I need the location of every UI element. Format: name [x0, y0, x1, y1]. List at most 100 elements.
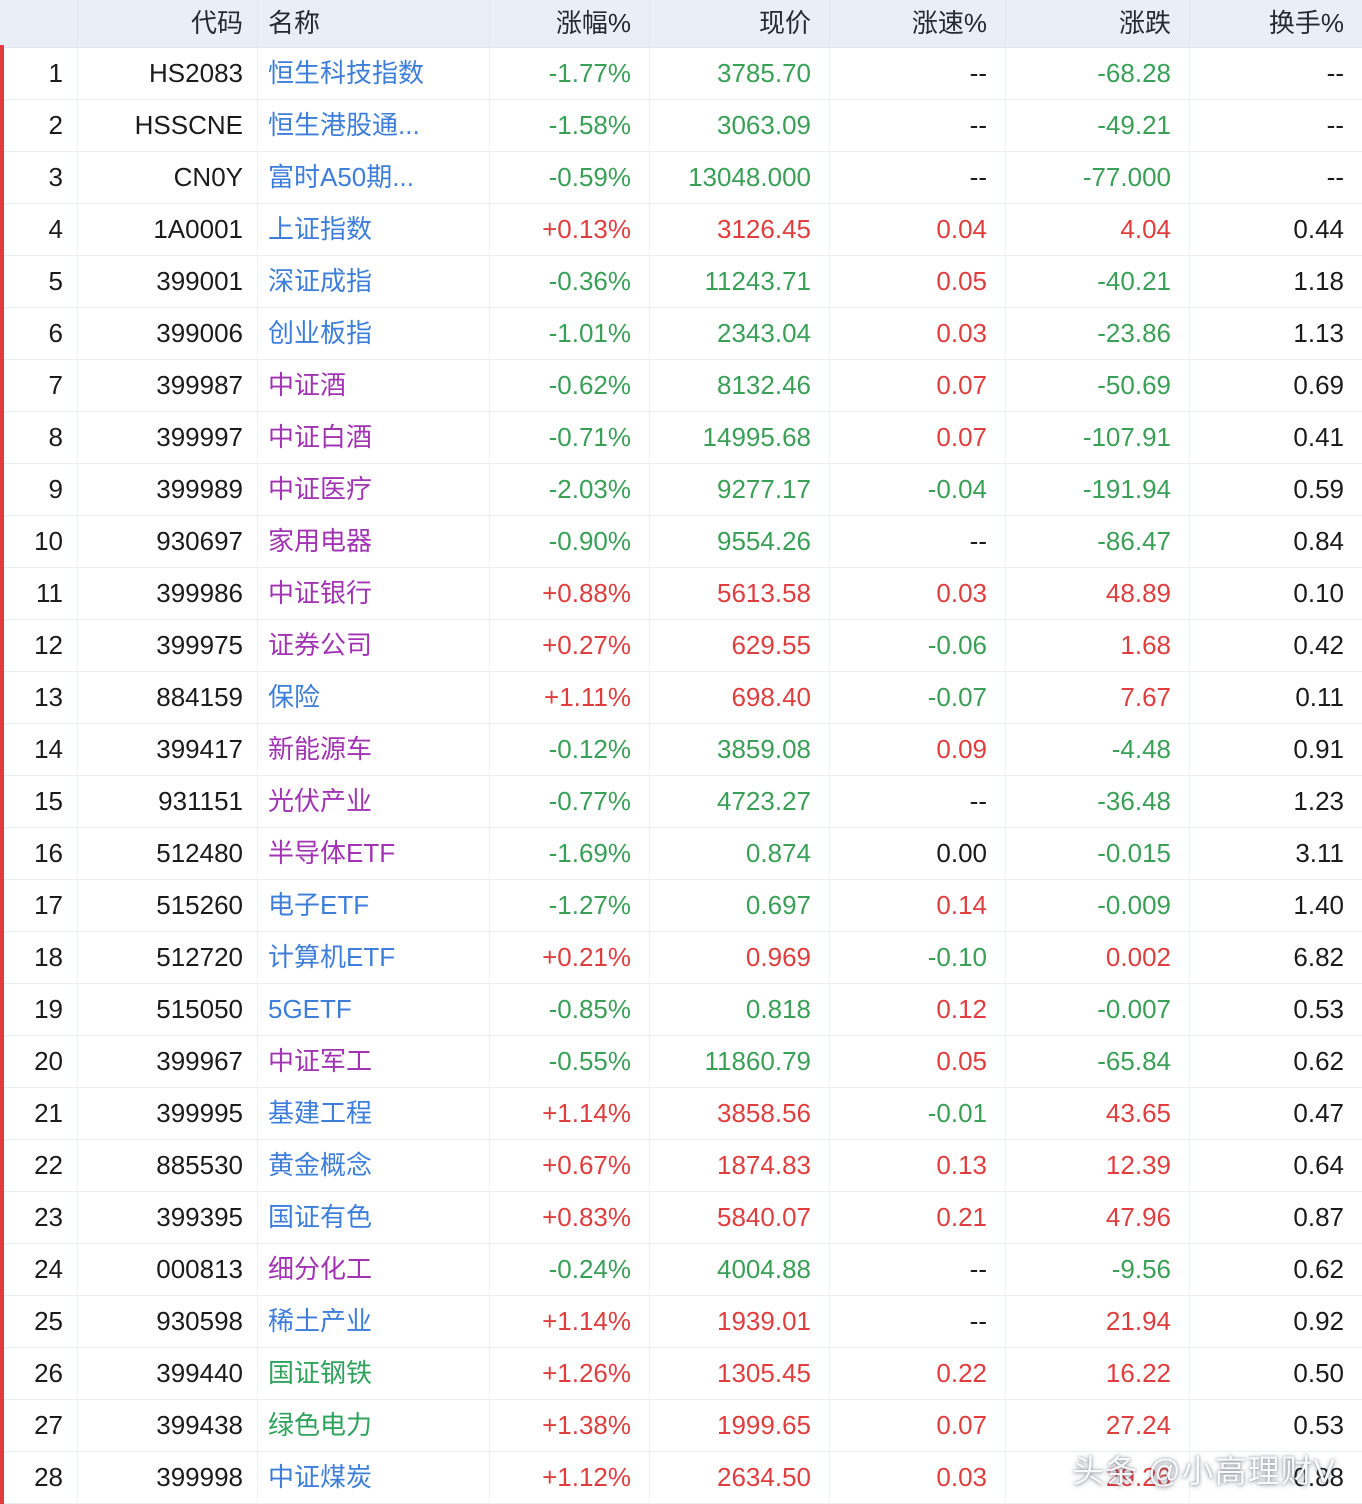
- cell-name[interactable]: 5GETF: [258, 984, 490, 1035]
- table-row[interactable]: 3 CN0Y 富时A50期... -0.59% 13048.000 -- -77.000 --: [0, 152, 1362, 204]
- cell-name[interactable]: 基建工程: [258, 1088, 490, 1139]
- cell-idx: 21: [0, 1088, 78, 1139]
- cell-spd: 0.05: [830, 256, 1006, 307]
- table-row[interactable]: 15 931151 光伏产业 -0.77% 4723.27 -- -36.48 1.23: [0, 776, 1362, 828]
- cell-chg: 43.65: [1006, 1088, 1190, 1139]
- cell-spd: 0.22: [830, 1348, 1006, 1399]
- cell-code: 515260: [78, 880, 258, 931]
- cell-code: 399998: [78, 1452, 258, 1503]
- table-row[interactable]: 8 399997 中证白酒 -0.71% 14995.68 0.07 -107.91 0.41: [0, 412, 1362, 464]
- cell-name[interactable]: 电子ETF: [258, 880, 490, 931]
- header-name[interactable]: 名称: [258, 0, 490, 47]
- cell-spd: 0.13: [830, 1140, 1006, 1191]
- cell-spd: --: [830, 48, 1006, 99]
- cell-price: 3126.45: [650, 204, 830, 255]
- cell-pct: +0.83%: [490, 1192, 650, 1243]
- cell-name[interactable]: 证券公司: [258, 620, 490, 671]
- table-row[interactable]: 27 399438 绿色电力 +1.38% 1999.65 0.07 27.24 0.53: [0, 1400, 1362, 1452]
- cell-spd: 0.05: [830, 1036, 1006, 1087]
- table-row[interactable]: 22 885530 黄金概念 +0.67% 1874.83 0.13 12.39 0.64: [0, 1140, 1362, 1192]
- table-row[interactable]: 18 512720 计算机ETF +0.21% 0.969 -0.10 0.002 6.82: [0, 932, 1362, 984]
- table-row[interactable]: 13 884159 保险 +1.11% 698.40 -0.07 7.67 0.11: [0, 672, 1362, 724]
- cell-spd: 0.04: [830, 204, 1006, 255]
- cell-to: 0.59: [1293, 474, 1344, 504]
- table-row[interactable]: 2 HSSCNE 恒生港股通... -1.58% 3063.09 -- -49.21 --: [0, 100, 1362, 152]
- cell-name[interactable]: 中证酒: [258, 360, 490, 411]
- cell-name[interactable]: 黄金概念: [258, 1140, 490, 1191]
- cell-idx: 22: [0, 1140, 78, 1191]
- cell-name[interactable]: 细分化工: [258, 1244, 490, 1295]
- table-row[interactable]: 28 399998 中证煤炭 +1.12% 2634.50 0.03 29.26 0.88: [0, 1452, 1362, 1504]
- table-row[interactable]: 17 515260 电子ETF -1.27% 0.697 0.14 -0.009 1.40: [0, 880, 1362, 932]
- cell-to: 0.50: [1293, 1358, 1344, 1388]
- cell-name[interactable]: 上证指数: [258, 204, 490, 255]
- cell-chg: -4.48: [1006, 724, 1190, 775]
- table-row[interactable]: 9 399989 中证医疗 -2.03% 9277.17 -0.04 -191.94 0.59: [0, 464, 1362, 516]
- cell-chg: 12.39: [1006, 1140, 1190, 1191]
- cell-chg: -40.21: [1006, 256, 1190, 307]
- cell-name[interactable]: 中证医疗: [258, 464, 490, 515]
- cell-price: 11860.79: [650, 1036, 830, 1087]
- cell-name[interactable]: 光伏产业: [258, 776, 490, 827]
- cell-idx: 25: [0, 1296, 78, 1347]
- cell-name[interactable]: 中证银行: [258, 568, 490, 619]
- cell-name[interactable]: 保险: [258, 672, 490, 723]
- table-row[interactable]: 6 399006 创业板指 -1.01% 2343.04 0.03 -23.86 1.13: [0, 308, 1362, 360]
- header-pct[interactable]: 涨幅%: [490, 0, 650, 47]
- table-row[interactable]: 4 1A0001 上证指数 +0.13% 3126.45 0.04 4.04 0.44: [0, 204, 1362, 256]
- table-row[interactable]: 23 399395 国证有色 +0.83% 5840.07 0.21 47.96 0.87: [0, 1192, 1362, 1244]
- cell-name[interactable]: 恒生科技指数: [258, 48, 490, 99]
- cell-pct: -2.03%: [490, 464, 650, 515]
- cell-price: 3785.70: [650, 48, 830, 99]
- cell-name[interactable]: 国证钢铁: [258, 1348, 490, 1399]
- cell-name[interactable]: 中证煤炭: [258, 1452, 490, 1503]
- table-row[interactable]: 24 000813 细分化工 -0.24% 4004.88 -- -9.56 0.62: [0, 1244, 1362, 1296]
- cell-name[interactable]: 新能源车: [258, 724, 490, 775]
- table-row[interactable]: 25 930598 稀土产业 +1.14% 1939.01 -- 21.94 0.92: [0, 1296, 1362, 1348]
- header-code[interactable]: 代码: [78, 0, 258, 47]
- cell-spd: --: [830, 1244, 1006, 1295]
- cell-chg: -86.47: [1006, 516, 1190, 567]
- table-row[interactable]: 20 399967 中证军工 -0.55% 11860.79 0.05 -65.84 0.62: [0, 1036, 1362, 1088]
- cell-name[interactable]: 绿色电力: [258, 1400, 490, 1451]
- cell-name[interactable]: 半导体ETF: [258, 828, 490, 879]
- header-chg[interactable]: 涨跌: [1006, 0, 1190, 47]
- header-spd[interactable]: 涨速%: [830, 0, 1006, 47]
- cell-name[interactable]: 恒生港股通...: [258, 100, 490, 151]
- table-row[interactable]: 12 399975 证券公司 +0.27% 629.55 -0.06 1.68 0.42: [0, 620, 1362, 672]
- cell-name[interactable]: 中证军工: [258, 1036, 490, 1087]
- table-row[interactable]: 11 399986 中证银行 +0.88% 5613.58 0.03 48.89 0.10: [0, 568, 1362, 620]
- header-to[interactable]: 换手%: [1268, 8, 1344, 38]
- cell-pct: +1.26%: [490, 1348, 650, 1399]
- cell-idx: 26: [0, 1348, 78, 1399]
- cell-name[interactable]: 国证有色: [258, 1192, 490, 1243]
- table-row[interactable]: 26 399440 国证钢铁 +1.26% 1305.45 0.22 16.22 0.50: [0, 1348, 1362, 1400]
- cell-pct: -0.90%: [490, 516, 650, 567]
- cell-price: 3859.08: [650, 724, 830, 775]
- table-row[interactable]: 21 399995 基建工程 +1.14% 3858.56 -0.01 43.65 0.47: [0, 1088, 1362, 1140]
- cell-name[interactable]: 富时A50期...: [258, 152, 490, 203]
- watermark: 头条 @小高理财V: [1072, 1453, 1336, 1489]
- cell-name[interactable]: 计算机ETF: [258, 932, 490, 983]
- table-row[interactable]: 7 399987 中证酒 -0.62% 8132.46 0.07 -50.69 0.69: [0, 360, 1362, 412]
- table-row[interactable]: 14 399417 新能源车 -0.12% 3859.08 0.09 -4.48 0.91: [0, 724, 1362, 776]
- cell-to: 0.42: [1293, 630, 1344, 660]
- cell-chg: 0.002: [1006, 932, 1190, 983]
- cell-name[interactable]: 深证成指: [258, 256, 490, 307]
- table-row[interactable]: 10 930697 家用电器 -0.90% 9554.26 -- -86.47 0.84: [0, 516, 1362, 568]
- cell-chg: -77.000: [1006, 152, 1190, 203]
- cell-pct: -0.24%: [490, 1244, 650, 1295]
- cell-chg: -49.21: [1006, 100, 1190, 151]
- cell-name[interactable]: 创业板指: [258, 308, 490, 359]
- cell-name[interactable]: 家用电器: [258, 516, 490, 567]
- header-idx[interactable]: [0, 0, 78, 47]
- table-row[interactable]: 19 515050 5GETF -0.85% 0.818 0.12 -0.007 0.53: [0, 984, 1362, 1036]
- cell-name[interactable]: 中证白酒: [258, 412, 490, 463]
- cell-name[interactable]: 稀土产业: [258, 1296, 490, 1347]
- cell-idx: 28: [0, 1452, 78, 1503]
- table-row[interactable]: 1 HS2083 恒生科技指数 -1.77% 3785.70 -- -68.28 --: [0, 48, 1362, 100]
- cell-to: 0.53: [1293, 994, 1344, 1024]
- table-row[interactable]: 5 399001 深证成指 -0.36% 11243.71 0.05 -40.21 1.18: [0, 256, 1362, 308]
- table-row[interactable]: 16 512480 半导体ETF -1.69% 0.874 0.00 -0.015 3.11: [0, 828, 1362, 880]
- header-price[interactable]: 现价: [650, 0, 830, 47]
